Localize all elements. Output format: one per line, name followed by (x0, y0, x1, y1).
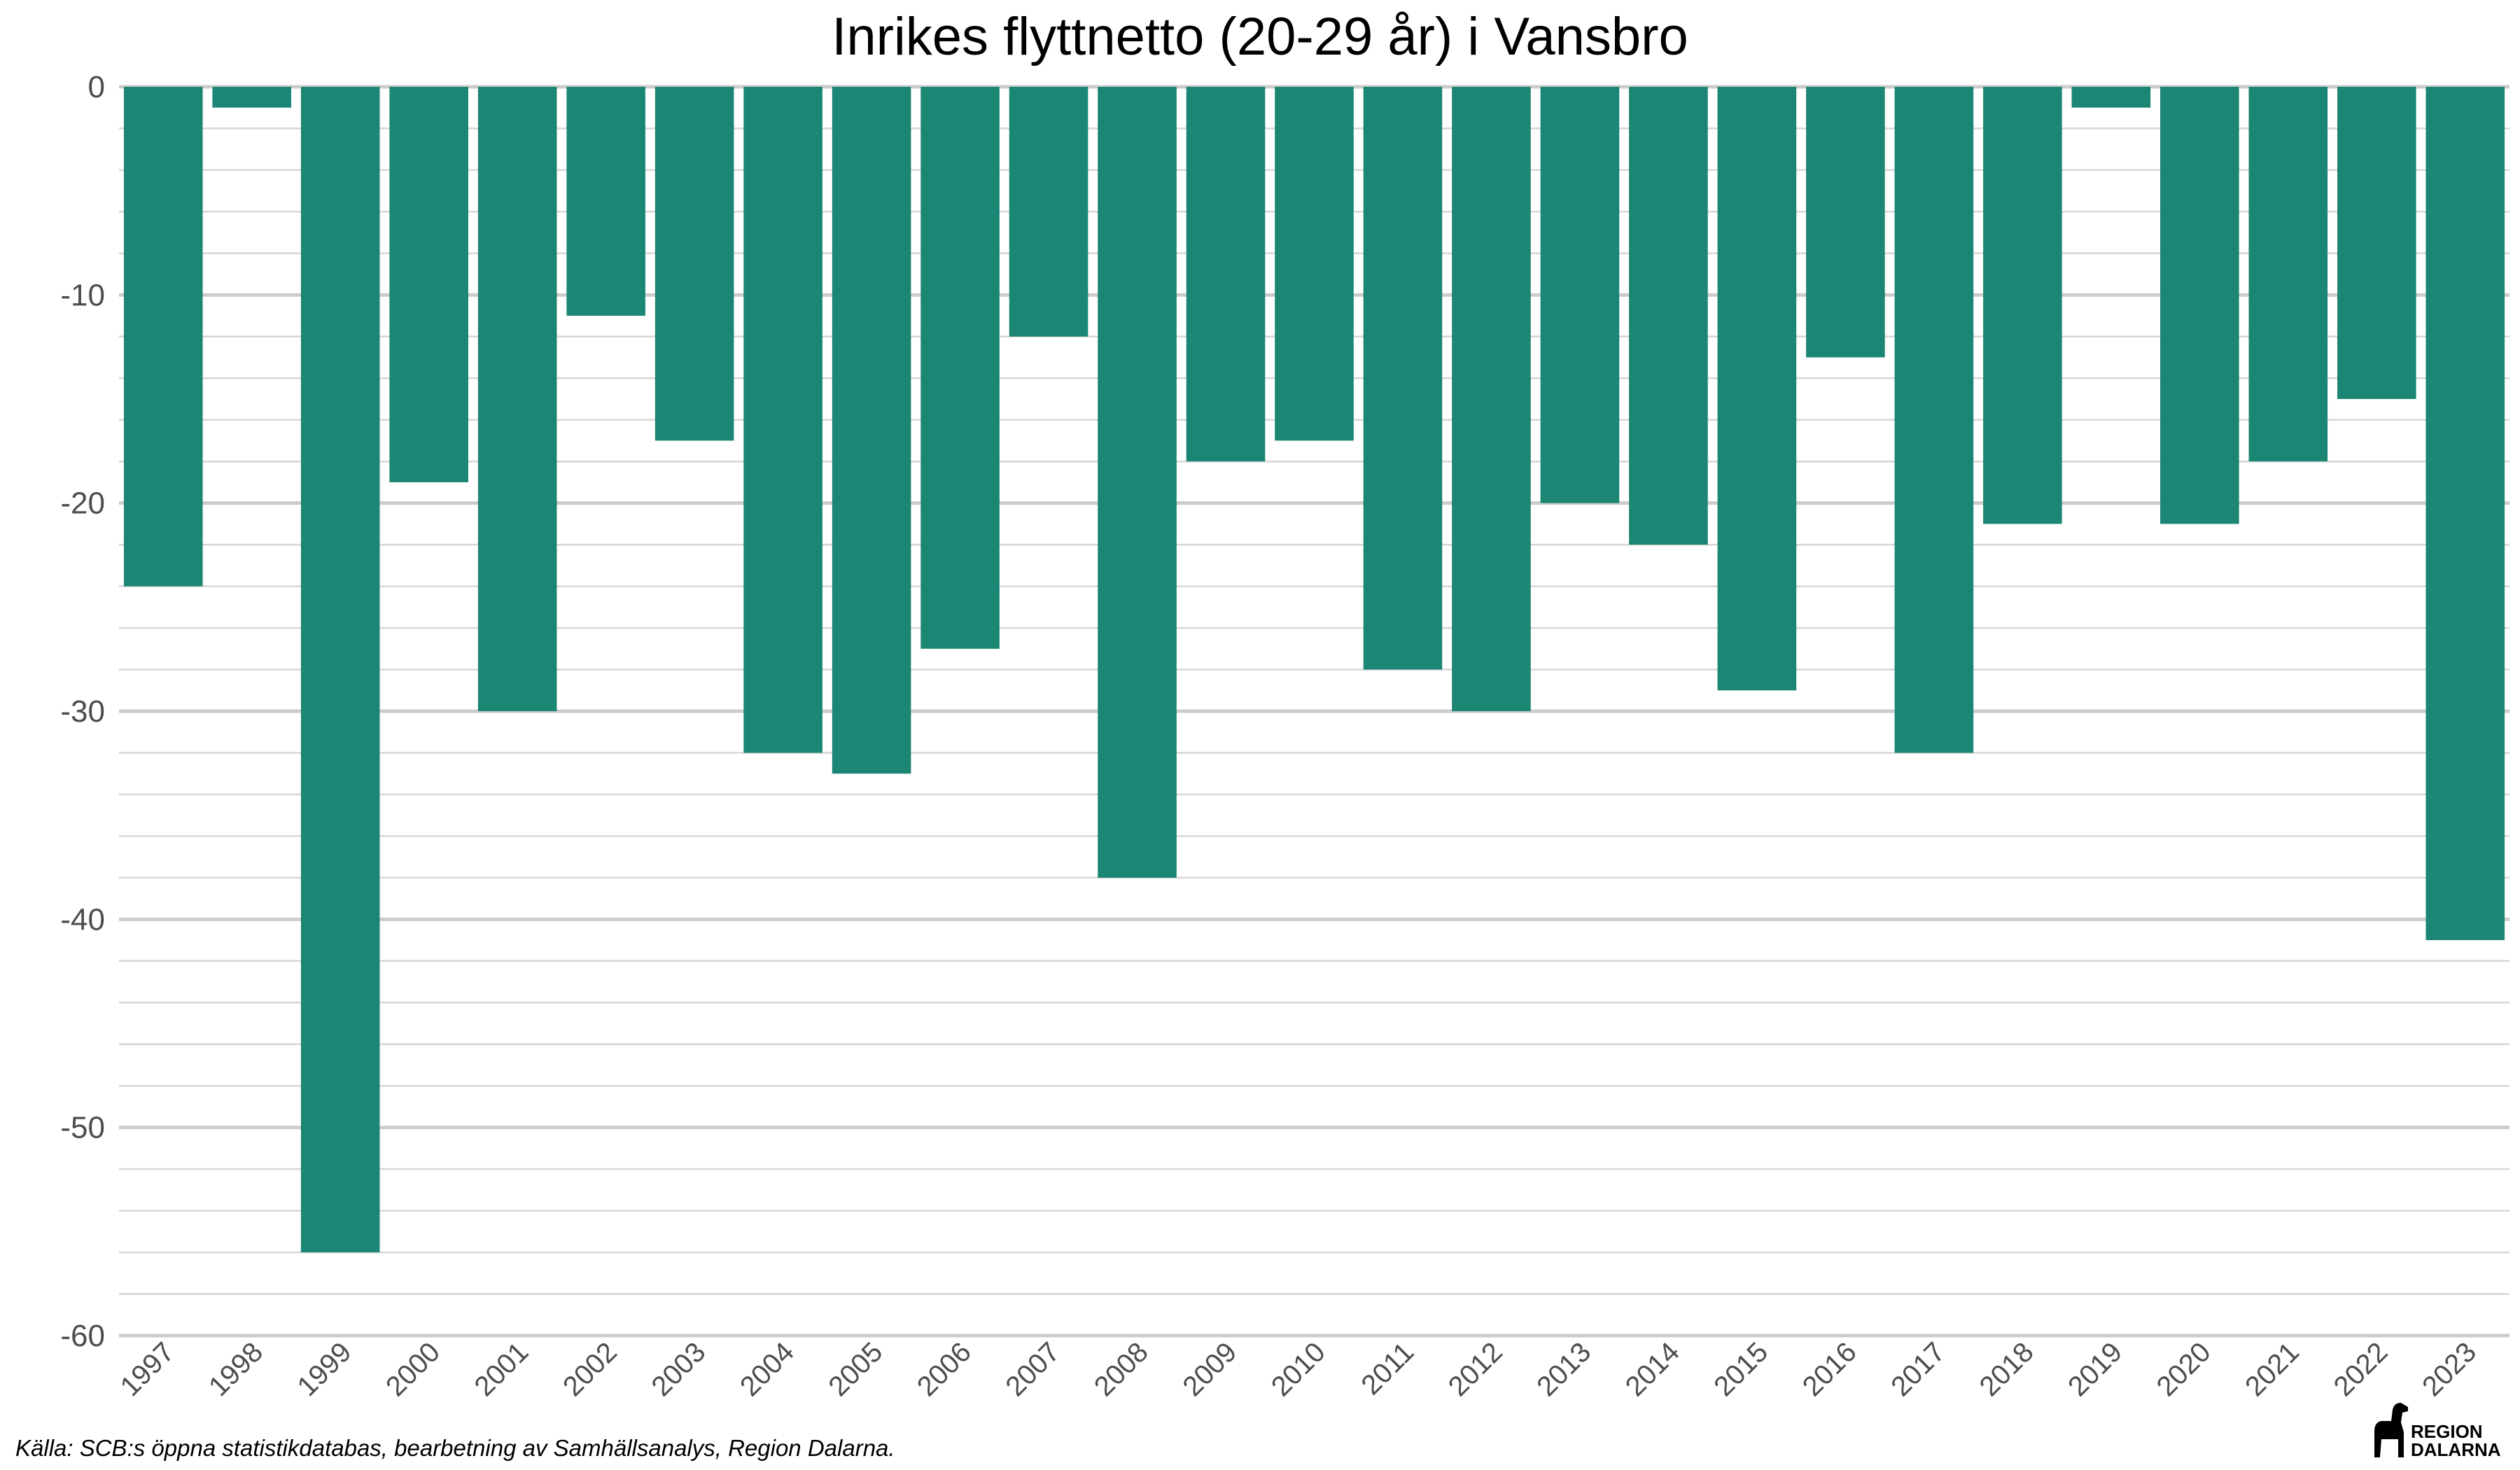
x-tick-label: 2003 (645, 1336, 711, 1402)
bar-2021 (2248, 87, 2328, 462)
bar-2023 (2426, 87, 2505, 941)
y-tick-label: 0 (88, 70, 105, 104)
x-tick-label: 2004 (734, 1336, 800, 1402)
bar-2019 (2071, 87, 2151, 108)
source-caption: Källa: SCB:s öppna statistikdatabas, bea… (15, 1435, 895, 1461)
x-tick-label: 2000 (380, 1336, 446, 1402)
x-tick-label: 1997 (115, 1336, 181, 1402)
x-tick-label: 2019 (2062, 1336, 2128, 1402)
bar-2011 (1363, 87, 1443, 670)
y-tick-label: -30 (60, 694, 105, 729)
dala-horse-icon (2374, 1403, 2408, 1457)
region-dalarna-logo: REGION DALARNA (2374, 1403, 2501, 1460)
bar-2008 (1098, 87, 1177, 878)
logo-text-line2: DALARNA (2411, 1439, 2501, 1460)
bar-2013 (1540, 87, 1620, 503)
bar-2010 (1275, 87, 1354, 441)
bar-2015 (1717, 87, 1797, 691)
bar-2000 (389, 87, 468, 482)
x-tick-label: 2016 (1797, 1336, 1863, 1402)
bars (123, 87, 2505, 1253)
y-tick-label: -20 (60, 486, 105, 521)
x-tick-label: 2018 (1974, 1336, 2040, 1402)
bar-2020 (2160, 87, 2239, 524)
bar-2004 (743, 87, 822, 753)
x-tick-label: 2022 (2328, 1336, 2394, 1402)
x-tick-label: 2021 (2239, 1336, 2305, 1402)
chart-title: Inrikes flyttnetto (20-29 år) i Vansbro (832, 7, 1688, 66)
x-tick-label: 2009 (1177, 1336, 1242, 1402)
x-axis: 1997 1998 1999 2000 2001 2002 2003 2004 2005 2006… (115, 1336, 2483, 1402)
x-tick-label: 2001 (468, 1336, 534, 1402)
x-tick-label: 2020 (2151, 1336, 2217, 1402)
x-tick-label: 2014 (1620, 1336, 1686, 1402)
bar-1998 (212, 87, 292, 108)
bar-2014 (1629, 87, 1708, 545)
bar-2022 (2337, 87, 2416, 399)
bar-2003 (654, 87, 734, 441)
bar-2017 (1894, 87, 1974, 753)
x-tick-label: 2010 (1266, 1336, 1331, 1402)
bar-2012 (1452, 87, 1531, 711)
bar-2005 (832, 87, 911, 774)
x-tick-label: 1999 (292, 1336, 358, 1402)
y-tick-label: -10 (60, 278, 105, 312)
bar-2018 (1983, 87, 2062, 524)
x-tick-label: 2007 (1000, 1336, 1065, 1402)
x-tick-label: 2023 (2416, 1336, 2482, 1402)
y-tick-label: -50 (60, 1111, 105, 1145)
x-tick-label: 2013 (1531, 1336, 1597, 1402)
x-tick-label: 2008 (1088, 1336, 1154, 1402)
x-tick-label: 1998 (203, 1336, 269, 1402)
bar-1999 (300, 87, 380, 1253)
logo-text-line1: REGION (2411, 1421, 2483, 1442)
bar-1997 (123, 87, 203, 587)
x-tick-label: 2011 (1355, 1336, 1420, 1401)
bar-2002 (566, 87, 645, 316)
bar-2016 (1806, 87, 1885, 358)
x-tick-label: 2002 (557, 1336, 623, 1402)
x-tick-label: 2012 (1443, 1336, 1508, 1402)
x-tick-label: 2006 (911, 1336, 977, 1402)
x-tick-label: 2005 (822, 1336, 888, 1402)
y-tick-label: -40 (60, 902, 105, 937)
bar-2001 (477, 87, 557, 711)
y-tick-label: -60 (60, 1319, 105, 1353)
x-tick-label: 2017 (1885, 1336, 1951, 1402)
x-tick-label: 2015 (1708, 1336, 1774, 1402)
bar-2006 (920, 87, 1000, 649)
bar-2009 (1186, 87, 1266, 462)
bar-2007 (1009, 87, 1088, 337)
y-axis: 0 -10 -20 -30 -40 -50 -60 (60, 70, 105, 1353)
